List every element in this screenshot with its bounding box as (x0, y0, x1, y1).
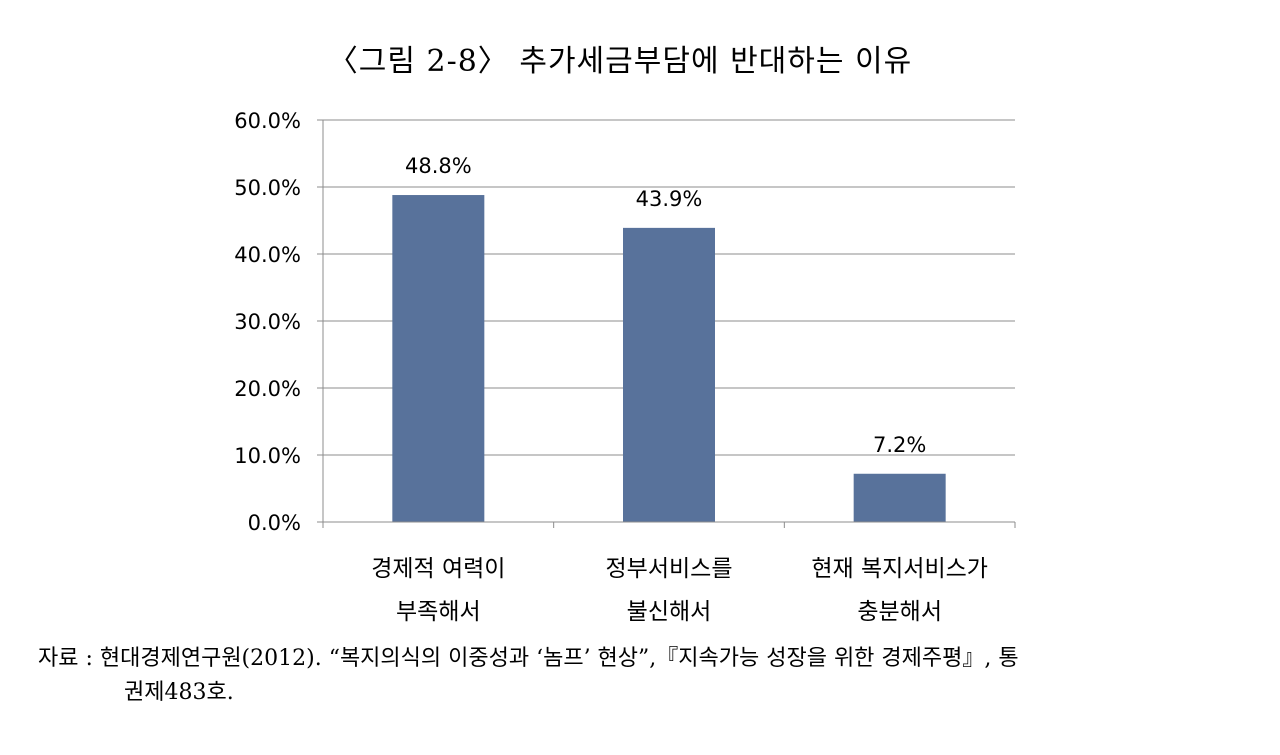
source-line-2: 권제483호. (124, 680, 234, 705)
y-axis-ticks: 0.0% 10.0% 20.0% 30.0% 40.0% 50.0% 60.0% (234, 109, 323, 535)
bar-value-label: 43.9% (636, 187, 703, 211)
bar (853, 473, 946, 522)
y-tick-label: 50.0% (234, 176, 301, 200)
source-note: 자료 : 현대경제연구원(2012). “복지의식의 이중성과 ‘놈프’ 현상”… (38, 642, 1238, 710)
source-line-1: 자료 : 현대경제연구원(2012). “복지의식의 이중성과 ‘놈프’ 현상”… (38, 646, 1019, 671)
bar (623, 227, 715, 522)
x-category-label: 불신해서 (627, 599, 712, 625)
bars (392, 195, 946, 523)
bar-value-label: 7.2% (873, 433, 926, 457)
x-category-label: 경제적 여력이 (371, 556, 505, 582)
x-category-label: 충분해서 (857, 599, 942, 625)
bar-value-label: 48.8% (405, 154, 472, 178)
y-tick-label: 30.0% (234, 310, 301, 334)
data-labels: 48.8% 43.9% 7.2% (405, 154, 926, 457)
axes (317, 120, 1016, 528)
x-category-label: 현재 복지서비스가 (811, 556, 988, 582)
y-tick-label: 40.0% (234, 243, 301, 267)
bar-chart: 0.0% 10.0% 20.0% 30.0% 40.0% 50.0% 60.0% 48.8%… (234, 109, 1016, 625)
y-tick-label: 0.0% (248, 511, 301, 535)
x-category-label: 부족해서 (396, 599, 481, 625)
y-tick-label: 60.0% (234, 109, 301, 133)
x-category-label: 정부서비스를 (606, 556, 733, 582)
y-tick-label: 10.0% (234, 444, 301, 468)
bar (392, 195, 485, 523)
y-tick-label: 20.0% (234, 377, 301, 401)
chart-title: 〈그림 2-8〉 추가세금부담에 반대하는 이유 (327, 44, 913, 79)
